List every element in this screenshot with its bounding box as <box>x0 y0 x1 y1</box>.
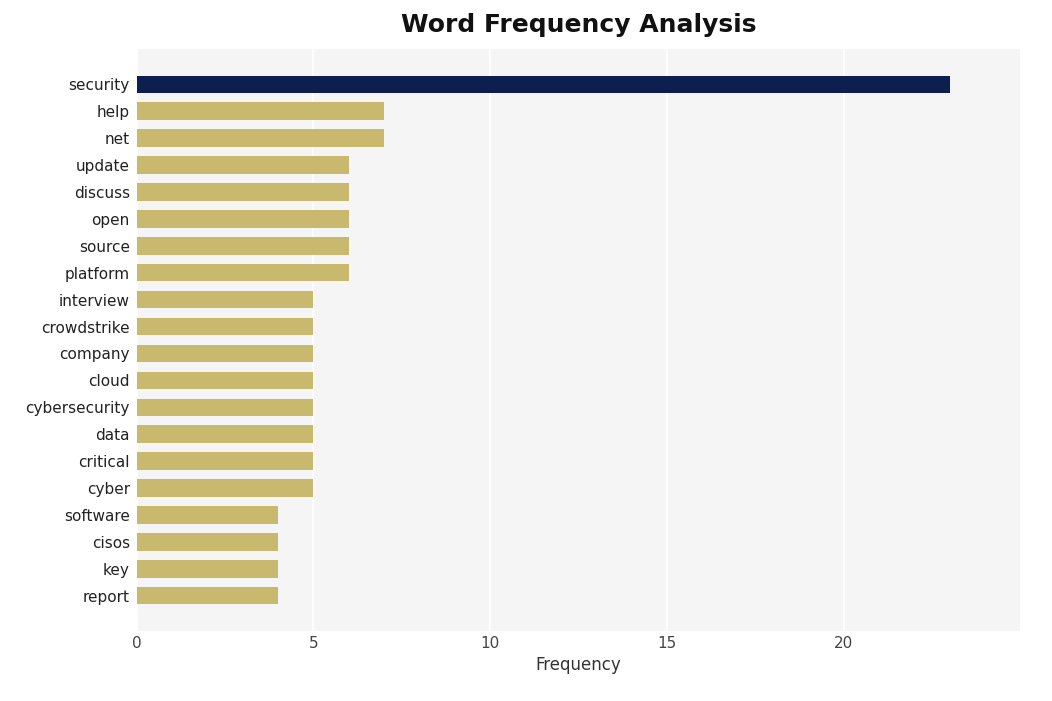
Bar <box>137 102 384 120</box>
Bar <box>137 587 278 604</box>
Bar <box>137 479 313 497</box>
Bar <box>137 76 950 93</box>
Bar <box>137 560 278 578</box>
Bar <box>137 426 313 443</box>
Bar <box>137 345 313 362</box>
Bar <box>137 318 313 335</box>
Bar <box>137 506 278 524</box>
Bar <box>137 291 313 308</box>
Bar <box>137 452 313 470</box>
Bar <box>137 533 278 550</box>
Bar <box>137 399 313 416</box>
Bar <box>137 156 349 174</box>
Title: Word Frequency Analysis: Word Frequency Analysis <box>401 13 756 37</box>
Bar <box>137 237 349 254</box>
X-axis label: Frequency: Frequency <box>535 656 622 674</box>
Bar <box>137 264 349 281</box>
Bar <box>137 130 384 147</box>
Bar <box>137 183 349 200</box>
Bar <box>137 210 349 228</box>
Bar <box>137 372 313 389</box>
